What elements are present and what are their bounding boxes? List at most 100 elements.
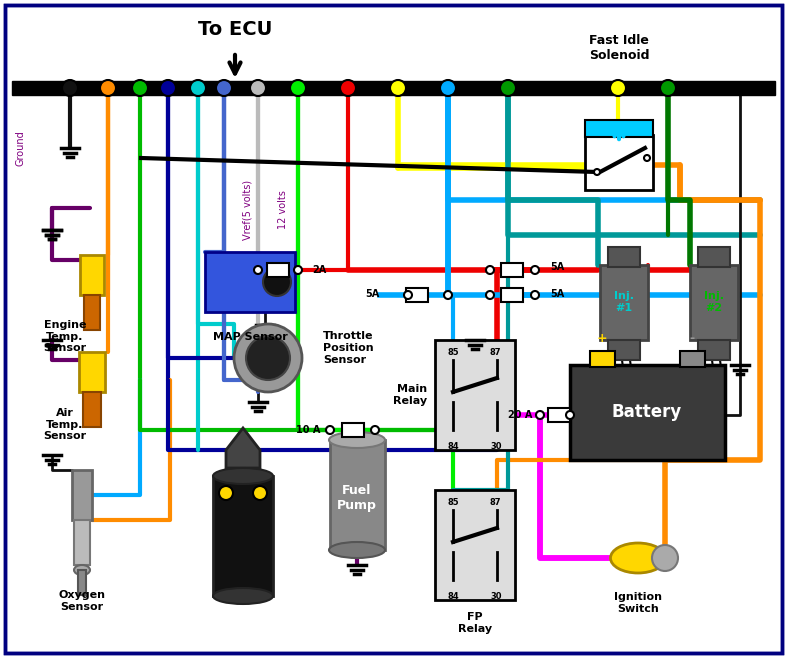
Text: Throttle
Position
Sensor: Throttle Position Sensor [323,332,374,365]
Text: Fuel
Pump: Fuel Pump [337,484,377,512]
Circle shape [500,80,516,96]
Circle shape [566,411,574,419]
Circle shape [531,291,539,299]
Text: Battery: Battery [611,403,682,421]
Bar [80,255,104,295]
Circle shape [219,486,233,500]
Circle shape [254,266,262,274]
Circle shape [594,169,600,175]
Circle shape [652,545,678,571]
Circle shape [326,426,334,434]
Text: 5A: 5A [550,262,564,272]
Circle shape [246,336,290,380]
Text: 5A: 5A [550,289,564,299]
Text: Fast Idle
Solenoid: Fast Idle Solenoid [589,34,649,62]
Circle shape [253,486,267,500]
Ellipse shape [213,468,273,484]
Circle shape [234,324,302,392]
Text: 20 A: 20 A [508,410,532,420]
Bar [84,295,100,330]
Text: 84: 84 [447,592,459,601]
Bar [585,135,653,190]
Bar [698,340,730,360]
Ellipse shape [213,588,273,604]
Circle shape [263,268,291,296]
Text: FP
Relay: FP Relay [458,612,492,634]
Bar [213,476,273,596]
Text: 2A: 2A [312,265,327,275]
Text: 30: 30 [490,442,501,451]
Bar [585,120,653,137]
Bar [680,351,705,367]
Circle shape [160,80,176,96]
Circle shape [440,80,456,96]
Text: Air
Temp.
Sensor: Air Temp. Sensor [43,408,87,442]
Text: +: + [597,332,608,345]
Circle shape [250,80,266,96]
Bar [570,365,725,460]
Text: Engine
Temp.
Sensor: Engine Temp. Sensor [43,320,87,353]
Bar [12,81,775,95]
Text: MAP Sensor: MAP Sensor [212,332,287,342]
Bar [501,263,523,277]
Circle shape [294,266,302,274]
Ellipse shape [611,543,666,573]
Bar [590,351,615,367]
Text: Oxygen
Sensor: Oxygen Sensor [58,590,105,611]
Circle shape [644,155,650,161]
Bar [608,247,640,267]
Bar [205,252,295,312]
Circle shape [100,80,116,96]
Circle shape [62,80,78,96]
Circle shape [290,80,306,96]
Text: 87: 87 [490,348,501,357]
Circle shape [531,266,539,274]
Ellipse shape [329,542,385,558]
Text: 85: 85 [447,498,459,507]
Text: 30: 30 [490,592,501,601]
Text: Ground: Ground [15,130,25,166]
Text: 5A: 5A [366,289,380,299]
Text: Vref(5 volts): Vref(5 volts) [242,180,252,240]
Bar [74,520,90,565]
Bar [78,570,86,595]
Bar [79,352,105,392]
Text: 85: 85 [447,348,459,357]
Circle shape [132,80,148,96]
Text: To ECU: To ECU [198,20,272,39]
Text: 87: 87 [490,498,501,507]
Bar [690,265,738,340]
Text: Inj.
#2: Inj. #2 [704,291,724,313]
Circle shape [660,80,676,96]
Bar [501,288,523,302]
Text: Ignition
Switch: Ignition Switch [614,592,662,614]
Text: 10 A: 10 A [296,425,320,435]
Circle shape [340,80,356,96]
Text: Inj.
#1: Inj. #1 [614,291,634,313]
Circle shape [486,266,494,274]
Circle shape [390,80,406,96]
Bar [72,470,92,520]
Circle shape [536,411,544,419]
Circle shape [371,426,379,434]
Bar [698,247,730,267]
Bar [600,265,648,340]
Text: Coil or
Tach
Terminal: Coil or Tach Terminal [216,610,270,644]
Text: 12 volts: 12 volts [278,191,288,230]
Bar [83,392,101,427]
Circle shape [486,291,494,299]
Bar [342,423,364,437]
Bar [435,490,515,600]
Bar [406,288,428,302]
Circle shape [444,291,452,299]
Ellipse shape [329,432,385,448]
Bar [548,408,570,422]
Bar [330,440,385,550]
Ellipse shape [74,565,90,575]
Polygon shape [226,428,260,468]
Bar [267,263,289,277]
Text: -: - [689,332,695,345]
Circle shape [610,80,626,96]
Bar [608,340,640,360]
Text: 84: 84 [447,442,459,451]
